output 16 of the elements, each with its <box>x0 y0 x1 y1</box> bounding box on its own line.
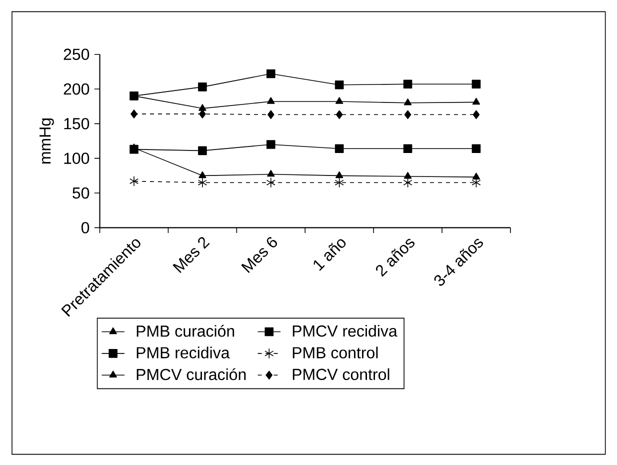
legend-label: PMCV curación <box>136 368 246 380</box>
y-axis-title: mmHg <box>40 118 54 164</box>
legend-label: PMCV recidiva <box>292 324 398 337</box>
legend-label: PMB recidiva <box>136 346 230 358</box>
x-tick-label: Mes 2 <box>172 237 210 274</box>
x-tick-label: Mes 6 <box>241 237 278 274</box>
y-tick-label: 150 <box>64 118 90 130</box>
legend-label: PMCV control <box>292 368 390 380</box>
y-tick-label: 0 <box>81 222 90 234</box>
y-tick-label: 200 <box>64 83 90 95</box>
y-tick-label: 100 <box>64 152 90 164</box>
y-tick-label: 50 <box>72 187 90 199</box>
legend-label: PMB curación <box>136 324 234 337</box>
x-tick-label: 1 año <box>314 239 346 271</box>
y-tick-label: 250 <box>64 48 90 60</box>
legend-label: PMB control <box>292 346 378 358</box>
